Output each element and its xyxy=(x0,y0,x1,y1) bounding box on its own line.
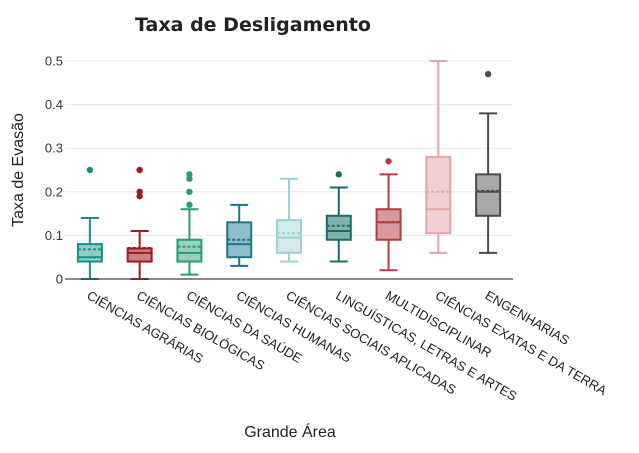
outlier-point xyxy=(385,158,392,165)
y-tick-labels: 0 0.1 0.2 0.3 0.4 0.5 xyxy=(45,54,63,287)
box-group xyxy=(475,70,502,254)
box xyxy=(276,219,302,254)
box xyxy=(76,243,103,263)
box-group xyxy=(425,60,452,254)
outlier-point xyxy=(186,171,193,178)
x-axis-label: Grande Área xyxy=(244,422,336,441)
box-group xyxy=(126,166,153,280)
y-tick-label: 0.2 xyxy=(45,184,63,199)
box-group xyxy=(325,171,352,263)
box xyxy=(425,155,452,235)
y-tick-label: 0.5 xyxy=(45,54,63,69)
box xyxy=(126,247,153,263)
box xyxy=(475,173,502,217)
box-group xyxy=(375,158,402,272)
outlier-point xyxy=(186,188,193,195)
outlier-point xyxy=(484,70,492,78)
y-tick-label: 0.3 xyxy=(45,141,63,156)
y-tick-label: 0.4 xyxy=(45,97,63,112)
box xyxy=(176,238,203,263)
outlier-point xyxy=(335,171,342,178)
box xyxy=(375,208,402,241)
boxes xyxy=(76,60,502,280)
outlier-point xyxy=(136,188,143,195)
outlier-point xyxy=(136,166,143,174)
box-group xyxy=(276,177,302,263)
outlier-point xyxy=(86,166,94,174)
box-group xyxy=(76,166,103,280)
y-tick-label: 0 xyxy=(56,272,63,287)
y-tick-label: 0.1 xyxy=(45,228,63,243)
box-group xyxy=(176,171,203,276)
box-group xyxy=(226,203,253,267)
box xyxy=(325,214,352,241)
y-axis-label: Taxa de Evasão xyxy=(10,113,27,227)
outlier-point xyxy=(186,201,193,209)
chart-title: Taxa de Desligamento xyxy=(135,14,371,36)
